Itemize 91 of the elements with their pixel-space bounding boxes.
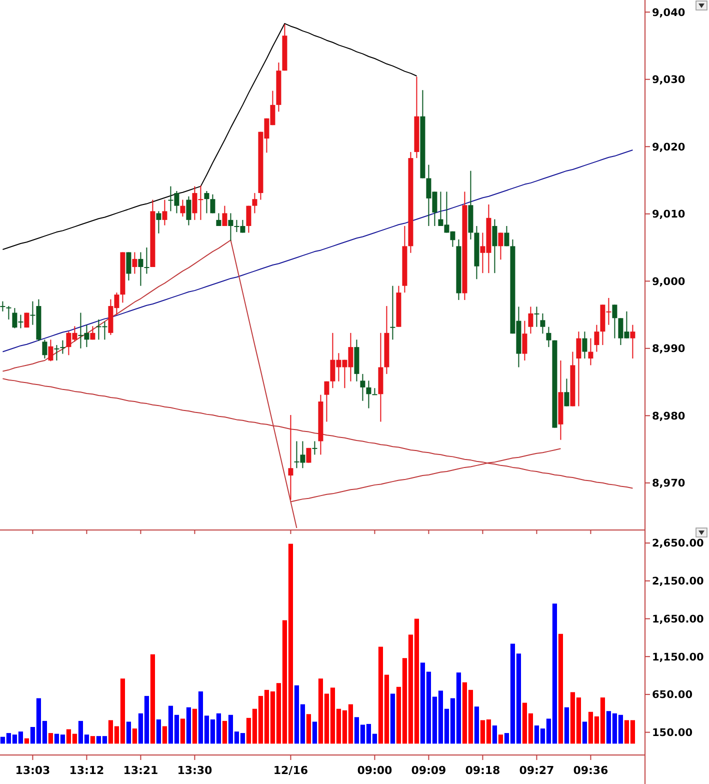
candlestick	[312, 440, 318, 456]
bar	[156, 719, 161, 744]
y-tick-label: 9,030	[652, 74, 686, 86]
candlestick	[576, 331, 582, 407]
candlestick	[366, 380, 372, 409]
candlestick	[42, 339, 48, 359]
candlestick	[156, 210, 162, 234]
bar	[306, 714, 311, 744]
x-tick-label: 13:03	[15, 764, 50, 777]
x-tick-label: 13:30	[177, 764, 213, 777]
candlestick	[252, 192, 258, 214]
candlestick	[612, 304, 618, 339]
y-tick-label: 9,000	[652, 276, 686, 288]
x-tick-label: 12/16	[273, 764, 308, 777]
y-tick-label: 8,970	[652, 478, 686, 490]
candlestick	[0, 300, 6, 312]
candlestick	[48, 339, 54, 362]
candlestick	[228, 212, 234, 242]
candlestick	[504, 225, 510, 247]
y-tick-label: 2,650.00	[652, 538, 704, 550]
bar	[24, 738, 29, 744]
x-tick-label: 09:36	[573, 764, 609, 777]
candlestick	[162, 199, 168, 226]
bar	[474, 706, 479, 744]
y-tick-label: 150.00	[652, 726, 693, 739]
candlestick	[546, 326, 552, 348]
bar	[150, 654, 155, 744]
candlestick	[324, 380, 330, 422]
candlestick	[594, 324, 600, 352]
candlestick	[564, 378, 570, 407]
candlestick	[492, 218, 498, 274]
bar	[564, 707, 569, 744]
y-tick-label: 9,040	[652, 6, 686, 19]
y-tick-label: 1,150.00	[652, 651, 704, 664]
candlestick	[6, 306, 12, 320]
candlestick	[126, 252, 132, 281]
y-tick-label: 8,990	[652, 343, 686, 356]
y-tick-label: 9,010	[652, 208, 686, 221]
bar	[132, 728, 137, 744]
candlestick	[522, 320, 528, 362]
x-tick-label: 09:27	[519, 764, 554, 777]
bar	[582, 722, 587, 744]
candlestick	[582, 331, 588, 359]
candlestick	[90, 326, 96, 340]
candlestick	[360, 373, 366, 402]
bar	[126, 722, 131, 744]
candlestick	[144, 247, 150, 274]
bar	[180, 718, 185, 744]
candlestick	[528, 306, 534, 334]
candlestick	[372, 388, 378, 396]
candlestick	[138, 252, 144, 286]
candlestick	[222, 205, 228, 226]
candlestick	[180, 199, 186, 218]
candlestick	[204, 190, 210, 214]
bar	[312, 722, 317, 744]
candlestick	[630, 324, 636, 359]
bar	[48, 733, 53, 744]
x-tick-label: 09:00	[357, 764, 393, 777]
candlestick	[186, 196, 192, 226]
candlestick	[588, 338, 594, 366]
bar	[186, 707, 191, 744]
bar	[558, 634, 563, 744]
bar	[192, 708, 197, 744]
bar	[498, 734, 503, 744]
bar	[222, 720, 227, 744]
candlestick	[246, 205, 252, 234]
y-tick-label: 8,980	[652, 410, 686, 422]
candlestick	[534, 306, 540, 328]
x-tick-label: 09:18	[465, 764, 500, 777]
x-tick-label: 13:21	[123, 764, 158, 777]
y-tick-label: 1,650.00	[652, 613, 704, 626]
candlestick	[60, 340, 66, 354]
candlestick	[288, 414, 294, 500]
candlestick	[390, 285, 396, 340]
x-tick-label: 13:12	[69, 764, 104, 777]
candlestick	[54, 344, 60, 362]
line-series	[2, 23, 418, 250]
line-series	[2, 149, 634, 352]
candlestick	[540, 312, 546, 334]
candlestick	[216, 212, 222, 226]
candlestick	[132, 252, 138, 274]
y-tick-label: 2,150.00	[652, 576, 704, 588]
bar	[162, 726, 167, 744]
y-tick-label: 9,020	[652, 141, 686, 154]
x-tick-label: 09:09	[411, 764, 446, 777]
bar	[492, 725, 497, 744]
bar	[90, 736, 95, 744]
y-tick-label: 650.00	[652, 689, 693, 702]
candlestick	[210, 194, 216, 214]
bar	[390, 694, 395, 744]
candlestick	[498, 232, 504, 260]
